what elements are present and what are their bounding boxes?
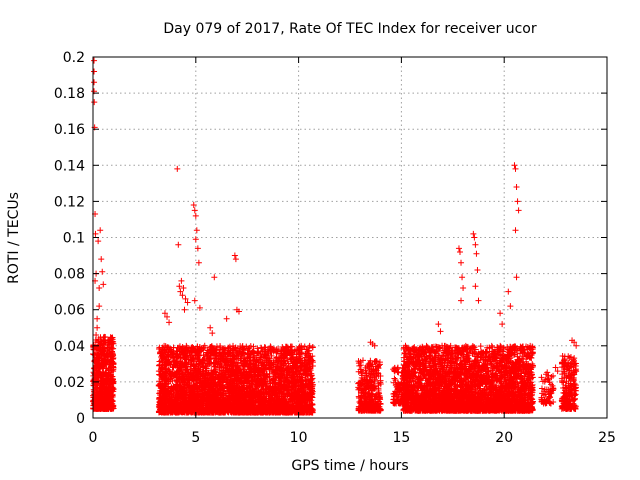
data-point: [98, 396, 105, 403]
data-point: [100, 397, 107, 404]
data-points: [90, 57, 580, 416]
data-point: [91, 370, 98, 377]
data-point: [257, 355, 264, 362]
data-point: [100, 344, 107, 351]
data-point: [91, 343, 98, 350]
data-point: [309, 344, 316, 351]
data-point: [98, 338, 105, 345]
data-point: [106, 358, 113, 365]
data-point: [94, 373, 101, 380]
data-point: [93, 389, 100, 396]
data-point: [97, 348, 104, 355]
data-point: [247, 372, 254, 379]
data-point: [96, 401, 103, 408]
data-point: [94, 354, 101, 361]
data-point: [97, 372, 104, 379]
data-point: [250, 343, 257, 350]
data-point: [93, 374, 100, 381]
data-point: [110, 361, 117, 368]
data-point: [106, 339, 113, 346]
data-point: [105, 367, 112, 374]
data-point: [103, 370, 110, 377]
data-point: [100, 377, 107, 384]
data-point: [102, 405, 109, 412]
data-point: [110, 405, 117, 412]
data-point: [99, 360, 106, 367]
data-point: [104, 354, 111, 361]
data-point: [98, 378, 105, 385]
data-point: [107, 384, 114, 391]
data-point: [101, 350, 108, 357]
data-point: [108, 335, 115, 342]
data-point: [105, 398, 112, 405]
data-point: [96, 344, 103, 351]
data-point: [105, 405, 112, 412]
data-point: [97, 334, 104, 341]
data-point: [90, 342, 97, 349]
data-point: [106, 395, 113, 402]
data-point: [109, 348, 116, 355]
data-point: [108, 387, 115, 394]
data-point: [100, 365, 107, 372]
data-point: [91, 388, 98, 395]
data-point: [104, 388, 111, 395]
data-point: [99, 384, 106, 391]
data-point: [107, 336, 114, 343]
data-point: [109, 391, 116, 398]
data-point: [110, 368, 117, 375]
data-point: [101, 336, 108, 343]
data-point: [90, 369, 97, 376]
data-point: [97, 365, 104, 372]
data-point: [93, 382, 100, 389]
data-point: [98, 390, 105, 397]
data-point: [110, 380, 117, 387]
